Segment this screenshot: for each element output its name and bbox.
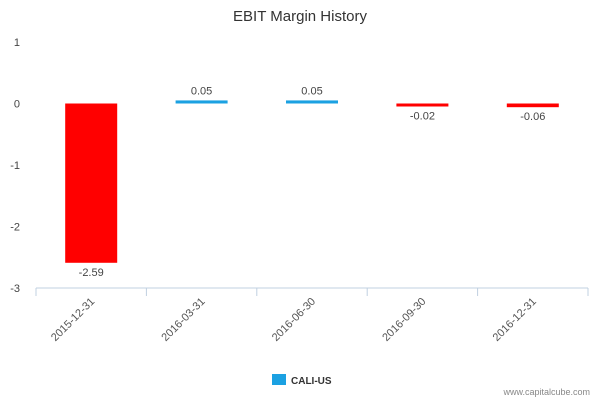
y-tick-label: 0 xyxy=(14,99,20,111)
bar xyxy=(506,103,559,108)
data-label: -0.06 xyxy=(520,111,545,123)
data-labels: -2.59 0.05 0.05 -0.02 -0.06 xyxy=(79,85,546,278)
legend[interactable]: CALI-US xyxy=(272,374,332,387)
chart-title: EBIT Margin History xyxy=(233,8,367,25)
bars xyxy=(65,100,559,263)
y-axis: 1 0 -1 -2 -3 xyxy=(10,37,20,295)
bar xyxy=(175,100,228,104)
x-tick-label: 2016-06-30 xyxy=(270,296,318,344)
y-tick-label: -2 xyxy=(10,222,20,234)
y-tick-label: -1 xyxy=(10,160,20,172)
data-label: -2.59 xyxy=(79,267,104,279)
data-label: 0.05 xyxy=(301,85,322,97)
legend-swatch xyxy=(272,374,286,385)
bar xyxy=(396,103,449,107)
bar xyxy=(286,100,338,104)
credit-text: www.capitalcube.com xyxy=(502,387,590,397)
y-tick-label: -3 xyxy=(10,283,20,295)
data-label: 0.05 xyxy=(191,85,212,97)
bar xyxy=(65,103,118,263)
x-tick-label: 2016-09-30 xyxy=(380,296,428,344)
x-tick-label: 2015-12-31 xyxy=(49,296,97,344)
data-label: -0.02 xyxy=(410,111,435,123)
y-tick-label: 1 xyxy=(14,37,20,49)
x-tick-label: 2016-12-31 xyxy=(491,296,539,344)
x-tick-label: 2016-03-31 xyxy=(159,296,207,344)
legend-label: CALI-US xyxy=(291,376,332,387)
x-axis: 2015-12-31 2016-03-31 2016-06-30 2016-09-30… xyxy=(35,287,589,344)
